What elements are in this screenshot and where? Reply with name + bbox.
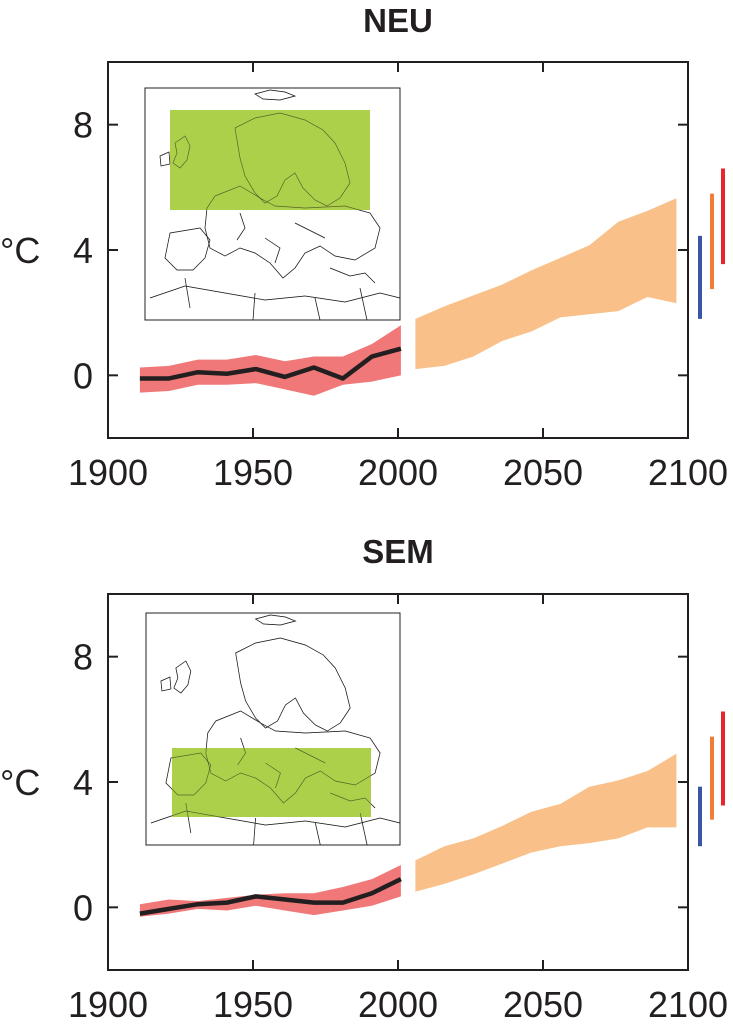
x-tick-label: 2100 [648, 452, 728, 493]
map-outline [237, 213, 245, 240]
x-tick-label: 1900 [68, 452, 148, 493]
x-tick-label: 2050 [503, 452, 583, 493]
map-outline [235, 113, 350, 206]
y-axis-unit: °C [0, 230, 40, 271]
map-outline [151, 811, 400, 827]
map-outline [315, 298, 320, 320]
map-outline [360, 288, 367, 320]
x-tick-label: 1950 [213, 452, 293, 493]
x-tick-label: 2000 [358, 452, 438, 493]
map-outline [315, 823, 320, 845]
y-tick-label: 4 [73, 230, 93, 271]
map-outline [238, 738, 246, 765]
y-tick-label: 8 [73, 637, 93, 678]
map-outline [174, 661, 191, 693]
chart-title: SEM [362, 533, 434, 570]
map-outline [173, 136, 190, 168]
map-outline [150, 286, 400, 302]
region-highlight [172, 748, 371, 817]
map-outline [265, 238, 280, 263]
y-tick-label: 4 [73, 762, 93, 803]
y-tick-label: 8 [73, 105, 93, 146]
map-outline [206, 711, 380, 803]
y-tick-label: 0 [73, 355, 93, 396]
map-coastlines-overlay [150, 90, 400, 320]
chart-title: NEU [363, 2, 433, 39]
map-outline [161, 677, 171, 691]
map-outline [165, 228, 210, 270]
x-tick-label: 2050 [503, 984, 583, 1024]
map-outline [255, 90, 295, 100]
x-tick-label: 2000 [358, 984, 438, 1024]
map-outline [253, 293, 255, 320]
map-outline [254, 818, 256, 845]
map-outline [166, 753, 211, 795]
region-map-inset [144, 87, 401, 321]
x-tick-label: 1950 [213, 984, 293, 1024]
panel-neu: NEU 1900 1950 2000 2050 2100 0 4 8 °C [0, 2, 728, 493]
map-outline [330, 268, 375, 283]
map-outline [236, 638, 351, 731]
projection-band [415, 753, 677, 892]
panel-sem: SEM 1900 1950 2000 2050 2100 0 4 8 °C [0, 533, 728, 1024]
observed-line [139, 346, 402, 381]
region-map-inset [145, 612, 401, 846]
x-tick-label: 1900 [68, 984, 148, 1024]
region-highlight [170, 110, 370, 210]
map-outline [330, 793, 375, 808]
map-coastlines-overlay [151, 615, 400, 845]
observed-line [139, 877, 402, 916]
map-outline [295, 748, 325, 763]
map-outline [160, 152, 170, 166]
map-outline [256, 615, 296, 625]
map-outline [360, 813, 367, 845]
map-outline [186, 803, 191, 833]
map-outline [266, 763, 281, 788]
observed-band [139, 325, 401, 396]
map-outline [295, 223, 325, 238]
x-tick-label: 2100 [648, 984, 728, 1024]
map-outline [205, 186, 380, 278]
y-axis-unit: °C [0, 762, 40, 803]
map-outline [185, 278, 190, 308]
projection-band [415, 198, 677, 370]
y-tick-label: 0 [73, 887, 93, 928]
